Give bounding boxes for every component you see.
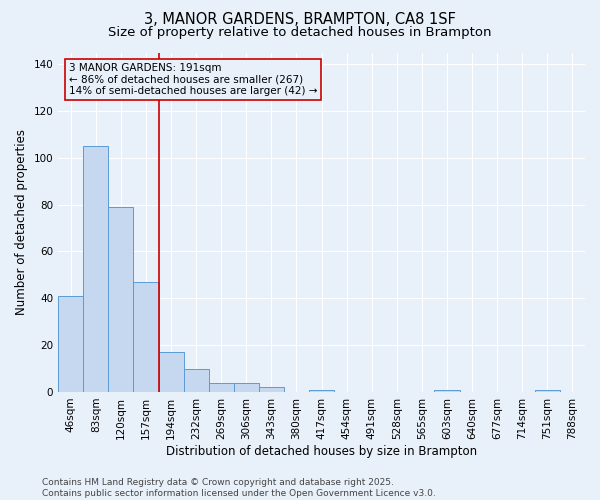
Y-axis label: Number of detached properties: Number of detached properties (15, 129, 28, 315)
X-axis label: Distribution of detached houses by size in Brampton: Distribution of detached houses by size … (166, 444, 477, 458)
Bar (109, 207, 133, 392)
Text: Size of property relative to detached houses in Brampton: Size of property relative to detached ho… (108, 26, 492, 39)
Bar (259, 388, 284, 392)
Bar (184, 368, 209, 392)
Bar (309, 390, 334, 392)
Bar (158, 352, 184, 392)
Bar (234, 382, 259, 392)
Bar (133, 282, 158, 392)
Bar (535, 390, 560, 392)
Bar (83, 146, 109, 392)
Text: Contains HM Land Registry data © Crown copyright and database right 2025.
Contai: Contains HM Land Registry data © Crown c… (42, 478, 436, 498)
Bar (209, 382, 234, 392)
Text: 3 MANOR GARDENS: 191sqm
← 86% of detached houses are smaller (267)
14% of semi-d: 3 MANOR GARDENS: 191sqm ← 86% of detache… (69, 62, 317, 96)
Bar (434, 390, 460, 392)
Bar (58, 296, 83, 392)
Text: 3, MANOR GARDENS, BRAMPTON, CA8 1SF: 3, MANOR GARDENS, BRAMPTON, CA8 1SF (144, 12, 456, 28)
